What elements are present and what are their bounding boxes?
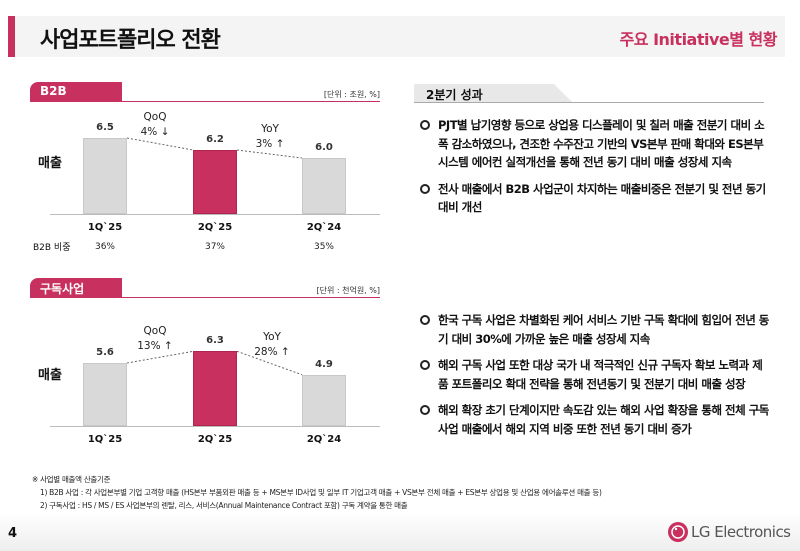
- share-row-label: B2B 비중: [33, 243, 71, 253]
- trend-segment: [126, 137, 194, 151]
- footer: [0, 512, 800, 551]
- bullet-circle-icon: [420, 360, 430, 370]
- trend-line: [126, 137, 303, 159]
- bullet-item: PJT별 납기영향 등으로 상업용 디스플레이 및 칠러 매출 전분기 대비 소…: [420, 116, 770, 172]
- annotation-qoq: QoQ 4% ↓: [125, 110, 185, 140]
- section-tab: 구독사업: [30, 278, 122, 297]
- annotation-qoq: QoQ 13% ↑: [125, 324, 185, 354]
- x-tick-label: 2Q`24: [306, 222, 342, 233]
- footnote-b2b: 1) B2B 사업 : 각 사업본부별 기업 고객향 매출 (HS본부 부품외판…: [40, 488, 602, 497]
- bar-1: [193, 150, 237, 214]
- baseline: [50, 214, 380, 215]
- bullet-text: PJT별 납기영향 등으로 상업용 디스플레이 및 칠러 매출 전분기 대비 소…: [438, 118, 765, 169]
- share-value: 35%: [313, 242, 334, 252]
- bar-1: [193, 351, 237, 426]
- y-axis-label: 매출: [38, 368, 62, 383]
- footnote-title: ※ 사업별 매출액 산출기준: [32, 475, 111, 484]
- bullet-text: 해외 확장 초기 단계이지만 속도감 있는 해외 사업 확장을 통해 전체 구독…: [438, 403, 769, 436]
- trend-line: [126, 350, 303, 376]
- value-label: 6.5: [96, 122, 114, 133]
- baseline: [50, 426, 380, 427]
- x-tick-label: 2Q`25: [197, 434, 233, 445]
- bar-0: [83, 138, 127, 214]
- trend-segment: [236, 149, 303, 159]
- annotation-value: 4% ↓: [140, 126, 170, 138]
- lg-logo: LG Electronics: [668, 522, 791, 542]
- share-value: 37%: [204, 242, 225, 252]
- annotation-value: 13% ↑: [137, 340, 173, 352]
- x-tick-label: 1Q`25: [87, 222, 123, 233]
- bullet-text: 전사 매출에서 B2B 사업군이 차지하는 매출비중은 전분기 및 전년 동기 …: [438, 181, 766, 215]
- bullet-item: 한국 구독 사업은 차별화된 케어 서비스 기반 구독 확대에 힘입어 전년 동…: [420, 311, 770, 348]
- section-tab: B2B: [30, 82, 122, 101]
- bullet-circle-icon: [420, 315, 430, 325]
- share-value: 36%: [94, 242, 115, 252]
- bullet-circle-icon: [420, 183, 430, 194]
- value-label: 5.6: [96, 347, 114, 359]
- bullet-text: 한국 구독 사업은 차별화된 케어 서비스 기반 구독 확대에 힘입어 전년 동…: [438, 313, 769, 346]
- annotation-label: YoY: [263, 331, 281, 343]
- value-label: 6.2: [206, 134, 224, 145]
- section-divider: [30, 101, 380, 102]
- annotation-label: YoY: [261, 123, 279, 135]
- footnote-subscription: 2) 구독사업 : HS / MS / ES 사업본부의 렌탈, 리스, 서비스…: [40, 501, 408, 510]
- bullet-item: 전사 매출에서 B2B 사업군이 차지하는 매출비중은 전분기 및 전년 동기 …: [420, 180, 770, 217]
- value-label: 6.0: [315, 142, 333, 153]
- header-bar: 사업포트폴리오 전환 주요 Initiative별 현황: [8, 16, 785, 57]
- value-label: 4.9: [315, 358, 333, 370]
- annotation-label: QoQ: [143, 111, 167, 123]
- bar-2: [302, 158, 346, 214]
- results-tab: [414, 84, 764, 103]
- header-accent: [8, 16, 15, 57]
- unit-label: [단위 : 조원, %]: [323, 90, 380, 99]
- bullet-text: 해외 구독 사업 또한 대상 국가 내 적극적인 신규 구독자 확보 노력과 제…: [438, 358, 763, 391]
- bar-2: [302, 374, 346, 426]
- x-tick-label: 1Q`25: [87, 434, 123, 445]
- bar-0: [83, 363, 127, 426]
- page-subtitle: 주요 Initiative별 현황: [619, 30, 778, 49]
- annotation-value: 28% ↑: [254, 346, 290, 358]
- lg-logo-icon: [668, 522, 688, 542]
- section-divider: [30, 297, 380, 298]
- footnotes: ※ 사업별 매출액 산출기준 1) B2B 사업 : 각 사업본부별 기업 고객…: [32, 473, 602, 512]
- unit-label: [단위 : 천억원, %]: [316, 286, 380, 295]
- annotation-yoy: YoY 28% ↑: [242, 330, 302, 360]
- annotation-label: QoQ: [143, 325, 167, 337]
- bullet-circle-icon: [420, 120, 430, 130]
- page-title: 사업포트폴리오 전환: [40, 28, 221, 53]
- trend-segment: [236, 350, 303, 376]
- x-tick-label: 2Q`25: [197, 222, 233, 233]
- trend-segment: [126, 350, 194, 364]
- y-axis-label: 매출: [38, 156, 62, 171]
- bullet-item: 해외 확장 초기 단계이지만 속도감 있는 해외 사업 확장을 통해 전체 구독…: [420, 401, 770, 438]
- bullet-circle-icon: [420, 405, 430, 415]
- page-number: 4: [8, 526, 18, 541]
- x-tick-label: 2Q`24: [306, 434, 342, 445]
- annotation-value: 3% ↑: [255, 138, 285, 150]
- bullet-item: 해외 구독 사업 또한 대상 국가 내 적극적인 신규 구독자 확보 노력과 제…: [420, 356, 770, 393]
- annotation-yoy: YoY 3% ↑: [240, 122, 300, 152]
- results-tab-label: 2분기 성과: [426, 88, 483, 102]
- value-label: 6.3: [206, 335, 224, 347]
- lg-logo-text: LG Electronics: [691, 523, 791, 541]
